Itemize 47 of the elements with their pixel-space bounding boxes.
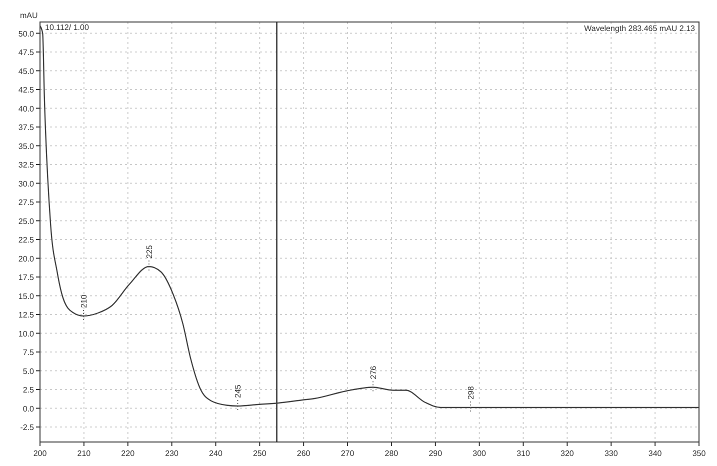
- x-tick-label: 340: [648, 449, 662, 458]
- y-tick-label: 30.0: [18, 179, 35, 188]
- y-tick-label: 27.5: [18, 198, 35, 207]
- y-tick-label: -2.5: [20, 423, 35, 432]
- annotation: 245: [234, 384, 243, 398]
- y-tick-label: 32.5: [18, 160, 35, 170]
- annotation: 10.112/ 1.00: [45, 23, 90, 32]
- y-tick-label: 45.0: [18, 66, 35, 76]
- x-tick-label: 260: [296, 449, 311, 458]
- y-tick-label: 50.0: [18, 29, 35, 38]
- y-tick-label: 25.0: [18, 216, 35, 226]
- x-tick-label: 200: [33, 449, 48, 458]
- y-tick-label: 2.5: [22, 386, 35, 394]
- line-series: [39, 25, 700, 408]
- x-tick-label: 330: [604, 449, 618, 458]
- annotation: 298: [466, 386, 476, 400]
- y-tick-label: 15.0: [18, 292, 35, 301]
- y-tick-label: 42.5: [18, 86, 35, 94]
- y-tick-label: 10.0: [18, 329, 35, 338]
- y-tick-label: 7.5: [22, 348, 35, 357]
- annotation: 210: [79, 294, 88, 308]
- y-tick-label: 17.5: [18, 273, 35, 282]
- x-tick-label: 230: [165, 449, 180, 458]
- y-tick-label: 0.0: [22, 404, 35, 414]
- x-tick-label: 320: [560, 449, 574, 458]
- y-tick-label: 37.5: [18, 123, 35, 132]
- x-tick-label: 270: [340, 449, 355, 458]
- x-tick-label: 210: [77, 449, 92, 458]
- annotation: Wavelength 283.465 mAU 2.13: [584, 24, 696, 33]
- y-tick-label: 12.5: [18, 310, 35, 320]
- y-axis-title: mAU: [20, 11, 38, 20]
- y-tick-label: 5.0: [22, 366, 35, 376]
- x-tick-label: 280: [384, 449, 399, 458]
- y-tick-label: 35.0: [18, 142, 35, 151]
- x-tick-label: 350: [692, 449, 706, 458]
- annotation: 225: [144, 244, 154, 258]
- x-tick-label: 220: [121, 449, 136, 458]
- x-tick-label: 310: [516, 449, 530, 458]
- y-tick-label: 22.5: [18, 236, 35, 244]
- y-tick-label: 20.0: [18, 254, 35, 264]
- y-tick-label: 47.5: [18, 48, 35, 57]
- x-tick-label: 290: [428, 449, 443, 458]
- x-tick-label: 250: [252, 449, 267, 458]
- y-tick-label: 40.0: [18, 104, 35, 114]
- x-tick-label: 300: [472, 449, 487, 458]
- annotation: 276: [369, 365, 378, 380]
- x-tick-label: 240: [209, 449, 223, 458]
